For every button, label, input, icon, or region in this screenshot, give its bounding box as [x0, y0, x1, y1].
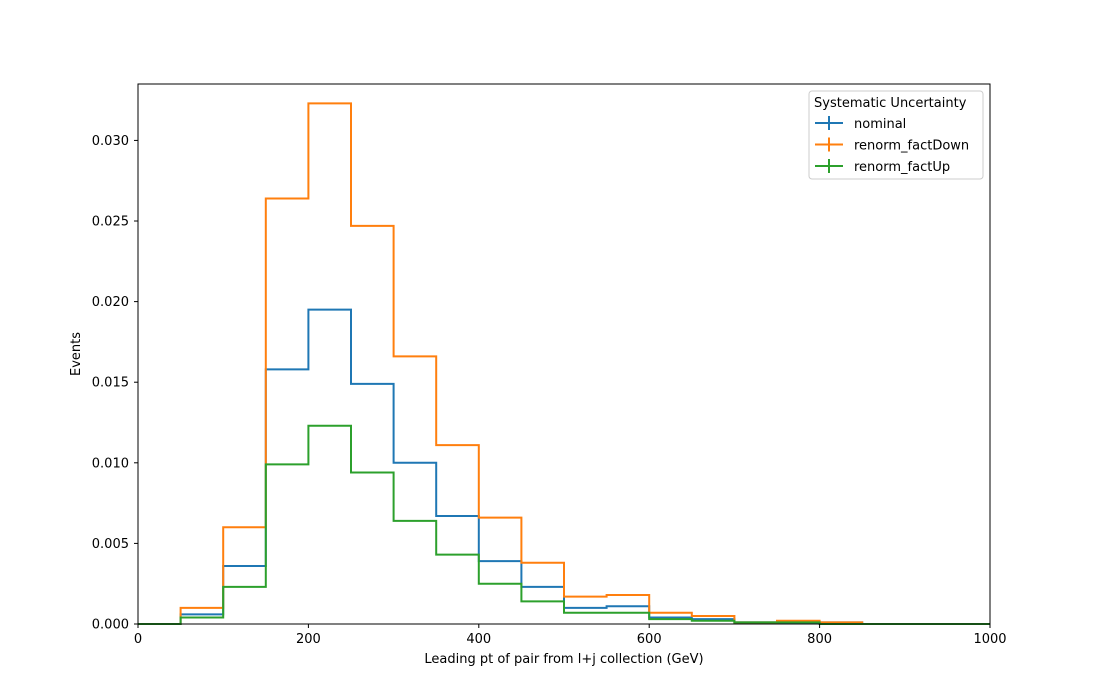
- legend: Systematic Uncertainty nominal renorm_fac…: [808, 90, 984, 180]
- legend-box: [808, 90, 984, 180]
- legend-label: renorm_factDown: [854, 139, 969, 154]
- legend-label: nominal: [854, 117, 906, 132]
- y-tick-label: 0.030: [92, 134, 129, 149]
- x-tick-label: 600: [637, 632, 662, 647]
- y-tick-label: 0.000: [92, 618, 129, 633]
- series-line-renorm_factUp: [138, 424, 990, 625]
- series-layer: [138, 102, 990, 625]
- legend-item-renorm_factDown: renorm_factDown: [815, 137, 969, 154]
- y-tick-label: 0.005: [92, 537, 129, 552]
- y-tick-label: 0.020: [92, 295, 129, 310]
- y-tick-label: 0.015: [92, 376, 129, 391]
- legend-item-nominal: nominal: [815, 116, 906, 132]
- x-tick-label: 400: [466, 632, 491, 647]
- y-tick-label: 0.025: [92, 215, 129, 230]
- x-tick-label: 200: [296, 632, 321, 647]
- legend-items: nominal renorm_factDown renorm_factUp: [815, 116, 969, 175]
- axes-frame: [137, 83, 991, 625]
- x-axis-ticks: 0 200 400 600 800 1000: [134, 624, 1007, 647]
- x-tick-label: 800: [807, 632, 832, 647]
- x-tick-label: 0: [134, 632, 142, 647]
- x-axis-label: Leading pt of pair from l+j collection (…: [424, 652, 703, 667]
- y-axis-label: Events: [69, 332, 84, 376]
- y-tick-label: 0.010: [92, 456, 129, 471]
- legend-item-renorm_factUp: renorm_factUp: [815, 159, 950, 175]
- x-tick-label: 1000: [973, 632, 1006, 647]
- series-line-renorm_factDown: [138, 102, 990, 625]
- y-axis-ticks: 0.000 0.005 0.010 0.015 0.020 0.025 0.030: [92, 134, 138, 633]
- legend-label: renorm_factUp: [854, 160, 950, 175]
- legend-title: Systematic Uncertainty: [814, 96, 967, 111]
